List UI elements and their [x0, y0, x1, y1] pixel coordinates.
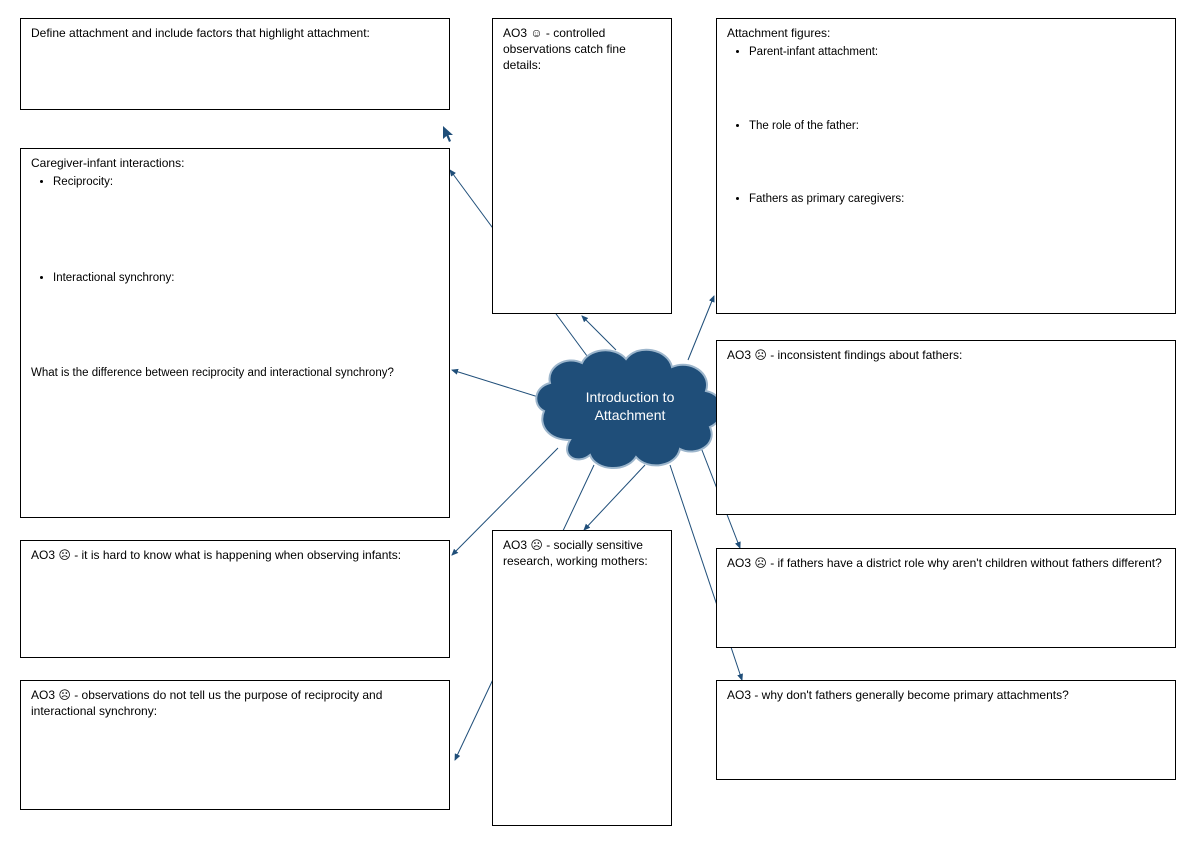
- cloud-title-line1: Introduction to: [586, 389, 675, 405]
- bullet-list: Parent-infant attachment: The role of th…: [727, 45, 1165, 208]
- cloud-title: Introduction to Attachment: [530, 389, 730, 424]
- bullet-role-father: The role of the father:: [749, 119, 1165, 135]
- box-title: AO3 ☹ - if fathers have a district role …: [727, 555, 1165, 571]
- box-title: AO3 ☺ - controlled observations catch fi…: [503, 25, 661, 74]
- box-title: AO3 ☹ - socially sensitive research, wor…: [503, 537, 661, 569]
- box-define-attachment: Define attachment and include factors th…: [20, 18, 450, 110]
- bullet-parent-infant: Parent-infant attachment:: [749, 45, 1165, 61]
- box-ao3-controlled-observations: AO3 ☺ - controlled observations catch fi…: [492, 18, 672, 314]
- central-cloud: Introduction to Attachment: [530, 345, 730, 475]
- box-ao3-inconsistent-fathers: AO3 ☹ - inconsistent findings about fath…: [716, 340, 1176, 515]
- box-title: AO3 - why don't fathers generally become…: [727, 687, 1165, 703]
- box-ao3-observing-infants: AO3 ☹ - it is hard to know what is happe…: [20, 540, 450, 658]
- box-title: Attachment figures:: [727, 25, 1165, 41]
- box-ao3-socially-sensitive: AO3 ☹ - socially sensitive research, wor…: [492, 530, 672, 826]
- box-attachment-figures: Attachment figures: Parent-infant attach…: [716, 18, 1176, 314]
- bullet-interactional-synchrony: Interactional synchrony:: [53, 271, 439, 287]
- cloud-title-line2: Attachment: [595, 407, 666, 423]
- box-ao3-district-role: AO3 ☹ - if fathers have a district role …: [716, 548, 1176, 648]
- cursor-icon: [442, 125, 456, 143]
- box-ao3-purpose-observations: AO3 ☹ - observations do not tell us the …: [20, 680, 450, 810]
- box-title: AO3 ☹ - it is hard to know what is happe…: [31, 547, 439, 563]
- bullet-reciprocity: Reciprocity:: [53, 175, 439, 191]
- box-title: Define attachment and include factors th…: [31, 25, 439, 41]
- box-caregiver-interactions: Caregiver-infant interactions: Reciproci…: [20, 148, 450, 518]
- box-title: AO3 ☹ - inconsistent findings about fath…: [727, 347, 1165, 363]
- box-title: AO3 ☹ - observations do not tell us the …: [31, 687, 439, 719]
- box-question: What is the difference between reciproci…: [31, 366, 439, 382]
- bullet-list: Reciprocity: Interactional synchrony:: [31, 175, 439, 286]
- box-ao3-primary-attachments: AO3 - why don't fathers generally become…: [716, 680, 1176, 780]
- bullet-fathers-primary: Fathers as primary caregivers:: [749, 192, 1165, 208]
- box-title: Caregiver-infant interactions:: [31, 155, 439, 171]
- diagram-stage: Introduction to Attachment Define attach…: [0, 0, 1200, 848]
